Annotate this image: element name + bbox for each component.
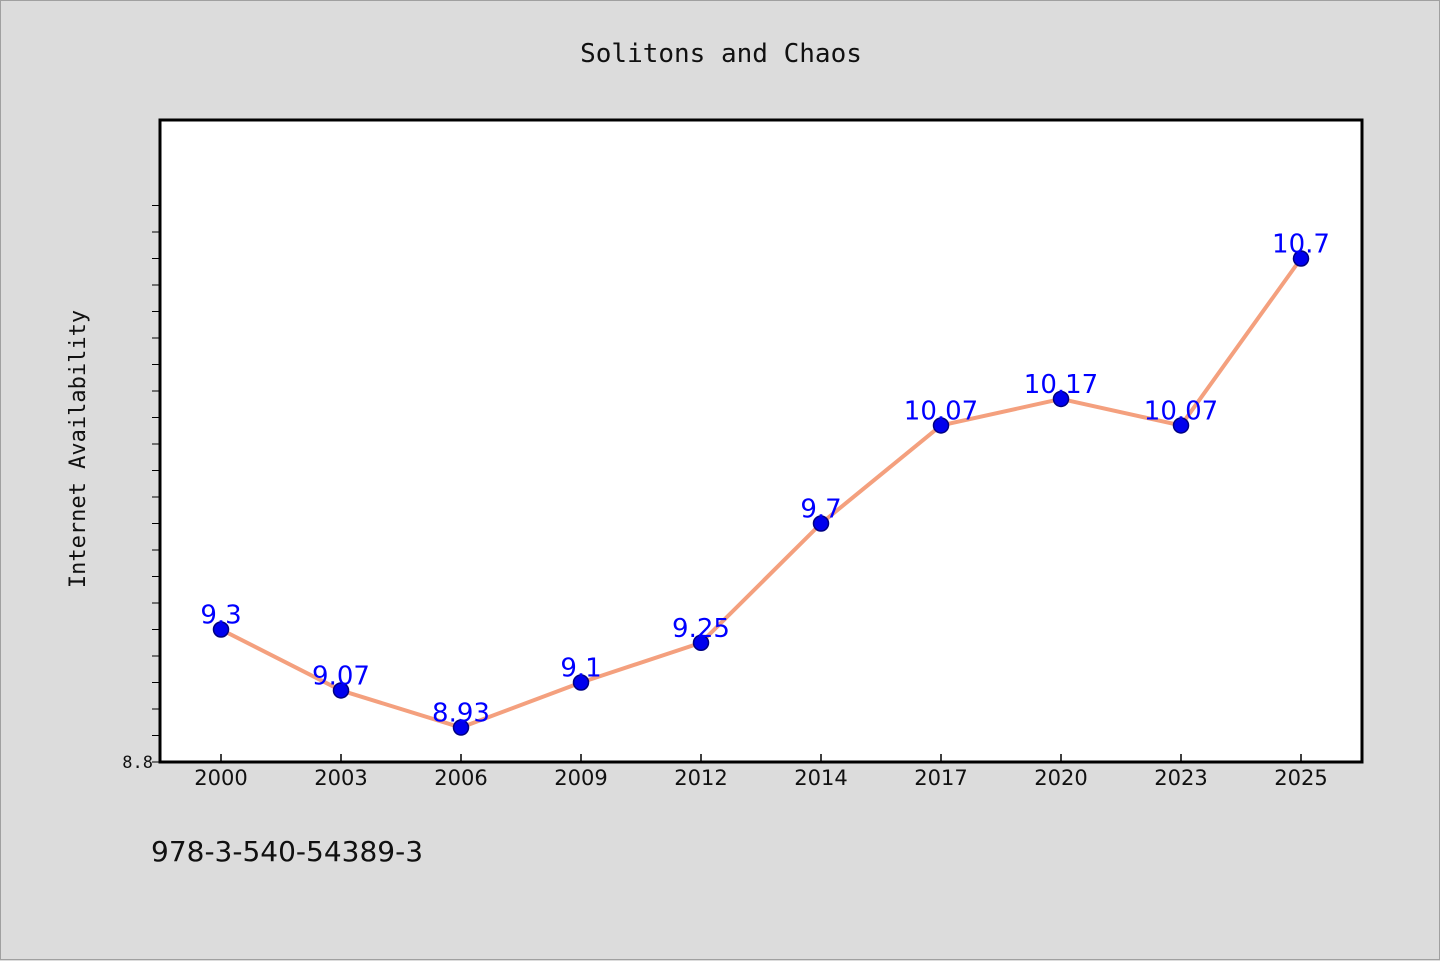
data-point bbox=[212, 621, 230, 638]
data-markers bbox=[212, 250, 1310, 736]
data-label: 9.1 bbox=[560, 654, 601, 684]
data-point bbox=[452, 719, 470, 736]
x-tick-label: 2006 bbox=[434, 766, 487, 790]
data-label: 10.7 bbox=[1272, 230, 1330, 260]
x-tick-label: 2020 bbox=[1034, 766, 1087, 790]
data-label: 9.7 bbox=[800, 495, 841, 525]
data-label: 10.07 bbox=[904, 396, 978, 426]
y-tick-label: 8.8 bbox=[122, 753, 153, 773]
data-label: 10.07 bbox=[1144, 396, 1218, 426]
series-line-layer bbox=[219, 256, 1303, 730]
data-label: 9.07 bbox=[312, 661, 370, 691]
data-point bbox=[332, 682, 350, 699]
data-point bbox=[932, 417, 950, 434]
x-tick-label: 2003 bbox=[314, 766, 367, 790]
x-tick-label: 2017 bbox=[914, 766, 967, 790]
series-line bbox=[219, 256, 1303, 730]
data-label: 8.93 bbox=[432, 699, 490, 729]
data-point bbox=[572, 674, 590, 691]
data-point bbox=[1052, 390, 1070, 408]
isbn-text: 978-3-540-54389-3 bbox=[151, 835, 424, 868]
data-point bbox=[1172, 417, 1190, 434]
axis-ticks: 2000 2003 2006 2009 2012 2014 2017 2020 2023 2025… bbox=[122, 205, 1328, 790]
data-point bbox=[1292, 250, 1310, 267]
data-label: 9.3 bbox=[200, 601, 241, 631]
x-tick-label: 2023 bbox=[1154, 766, 1207, 790]
x-tick-label: 2014 bbox=[794, 766, 847, 790]
data-labels: 9.3 9.07 8.93 9.1 9.25 9.7 10.07 10.17 10.07 10.7 bbox=[200, 230, 1330, 729]
data-point bbox=[812, 515, 830, 532]
data-label: 10.17 bbox=[1024, 370, 1098, 400]
data-point bbox=[692, 634, 710, 651]
y-axis-label: Internet Availability bbox=[66, 310, 91, 588]
plot-area bbox=[158, 118, 1364, 764]
x-tick-label: 2025 bbox=[1274, 766, 1327, 790]
x-tick-label: 2012 bbox=[674, 766, 727, 790]
x-tick-label: 2000 bbox=[194, 766, 247, 790]
data-label: 9.25 bbox=[672, 614, 730, 644]
chart-title: Solitons and Chaos bbox=[580, 39, 862, 69]
x-tick-label: 2009 bbox=[554, 766, 607, 790]
